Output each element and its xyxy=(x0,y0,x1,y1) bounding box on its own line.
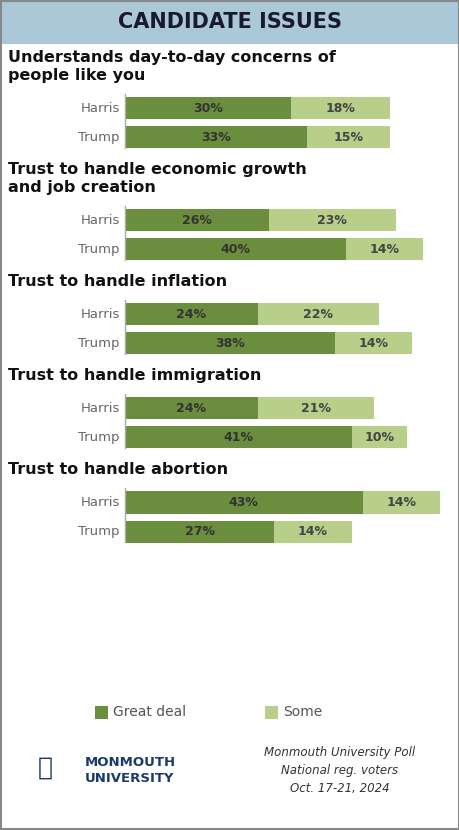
Text: 🏛: 🏛 xyxy=(38,756,52,780)
Text: 27%: 27% xyxy=(184,525,214,538)
FancyBboxPatch shape xyxy=(125,491,362,514)
Text: Some: Some xyxy=(282,705,322,719)
FancyBboxPatch shape xyxy=(257,304,378,325)
Text: 14%: 14% xyxy=(358,337,388,350)
FancyBboxPatch shape xyxy=(268,209,395,232)
Text: 38%: 38% xyxy=(215,337,244,350)
FancyBboxPatch shape xyxy=(125,126,307,149)
Text: 15%: 15% xyxy=(333,131,363,144)
Text: Trump: Trump xyxy=(78,525,120,538)
Text: 24%: 24% xyxy=(176,308,206,321)
FancyBboxPatch shape xyxy=(125,427,351,448)
Text: Harris: Harris xyxy=(80,402,120,415)
FancyBboxPatch shape xyxy=(345,238,422,261)
FancyBboxPatch shape xyxy=(125,333,334,354)
FancyBboxPatch shape xyxy=(264,706,277,719)
Text: 33%: 33% xyxy=(201,131,230,144)
Text: Trump: Trump xyxy=(78,337,120,350)
FancyBboxPatch shape xyxy=(257,398,373,419)
FancyBboxPatch shape xyxy=(334,333,411,354)
FancyBboxPatch shape xyxy=(125,304,257,325)
Text: Trust to handle economic growth
and job creation: Trust to handle economic growth and job … xyxy=(8,162,306,195)
FancyBboxPatch shape xyxy=(290,97,389,120)
Text: MONMOUTH
UNIVERSITY: MONMOUTH UNIVERSITY xyxy=(84,755,175,784)
FancyBboxPatch shape xyxy=(268,209,395,232)
Text: Trust to handle immigration: Trust to handle immigration xyxy=(8,368,261,383)
Text: CANDIDATE ISSUES: CANDIDATE ISSUES xyxy=(118,12,341,32)
Text: Understands day-to-day concerns of
people like you: Understands day-to-day concerns of peopl… xyxy=(8,50,335,83)
FancyBboxPatch shape xyxy=(307,126,389,149)
FancyBboxPatch shape xyxy=(125,209,268,232)
Text: Trump: Trump xyxy=(78,243,120,256)
FancyBboxPatch shape xyxy=(362,491,439,514)
FancyBboxPatch shape xyxy=(125,238,345,261)
Text: 18%: 18% xyxy=(325,102,355,115)
Text: Harris: Harris xyxy=(80,308,120,321)
FancyBboxPatch shape xyxy=(125,398,257,419)
FancyBboxPatch shape xyxy=(334,333,411,354)
FancyBboxPatch shape xyxy=(1,1,458,44)
FancyBboxPatch shape xyxy=(125,520,274,543)
FancyBboxPatch shape xyxy=(362,491,439,514)
FancyBboxPatch shape xyxy=(290,97,389,120)
Text: 22%: 22% xyxy=(303,308,333,321)
Text: Trust to handle inflation: Trust to handle inflation xyxy=(8,274,227,289)
Text: Harris: Harris xyxy=(80,214,120,227)
FancyBboxPatch shape xyxy=(125,97,290,120)
Text: 43%: 43% xyxy=(229,496,258,509)
FancyBboxPatch shape xyxy=(307,126,389,149)
Text: 10%: 10% xyxy=(364,431,393,444)
FancyBboxPatch shape xyxy=(351,427,406,448)
Text: Harris: Harris xyxy=(80,102,120,115)
FancyBboxPatch shape xyxy=(125,491,362,514)
Text: 21%: 21% xyxy=(300,402,330,415)
FancyBboxPatch shape xyxy=(257,398,373,419)
Text: 40%: 40% xyxy=(220,243,250,256)
FancyBboxPatch shape xyxy=(125,97,290,120)
Text: Monmouth University Poll
National reg. voters
Oct. 17-21, 2024: Monmouth University Poll National reg. v… xyxy=(264,745,414,794)
FancyBboxPatch shape xyxy=(95,706,108,719)
FancyBboxPatch shape xyxy=(345,238,422,261)
FancyBboxPatch shape xyxy=(257,304,378,325)
FancyBboxPatch shape xyxy=(125,126,307,149)
FancyBboxPatch shape xyxy=(351,427,406,448)
Text: Trump: Trump xyxy=(78,431,120,444)
FancyBboxPatch shape xyxy=(125,209,268,232)
FancyBboxPatch shape xyxy=(125,520,274,543)
FancyBboxPatch shape xyxy=(274,520,351,543)
FancyBboxPatch shape xyxy=(125,304,257,325)
Text: 26%: 26% xyxy=(181,214,211,227)
Text: Trump: Trump xyxy=(78,131,120,144)
Text: 30%: 30% xyxy=(192,102,222,115)
Text: Trust to handle abortion: Trust to handle abortion xyxy=(8,462,228,477)
Text: 24%: 24% xyxy=(176,402,206,415)
Text: Harris: Harris xyxy=(80,496,120,509)
Text: 14%: 14% xyxy=(386,496,415,509)
Text: Great deal: Great deal xyxy=(113,705,186,719)
FancyBboxPatch shape xyxy=(125,333,334,354)
Text: 41%: 41% xyxy=(223,431,253,444)
Text: 23%: 23% xyxy=(317,214,347,227)
FancyBboxPatch shape xyxy=(125,238,345,261)
FancyBboxPatch shape xyxy=(274,520,351,543)
Text: 14%: 14% xyxy=(297,525,327,538)
FancyBboxPatch shape xyxy=(125,398,257,419)
Text: 14%: 14% xyxy=(369,243,399,256)
FancyBboxPatch shape xyxy=(125,427,351,448)
